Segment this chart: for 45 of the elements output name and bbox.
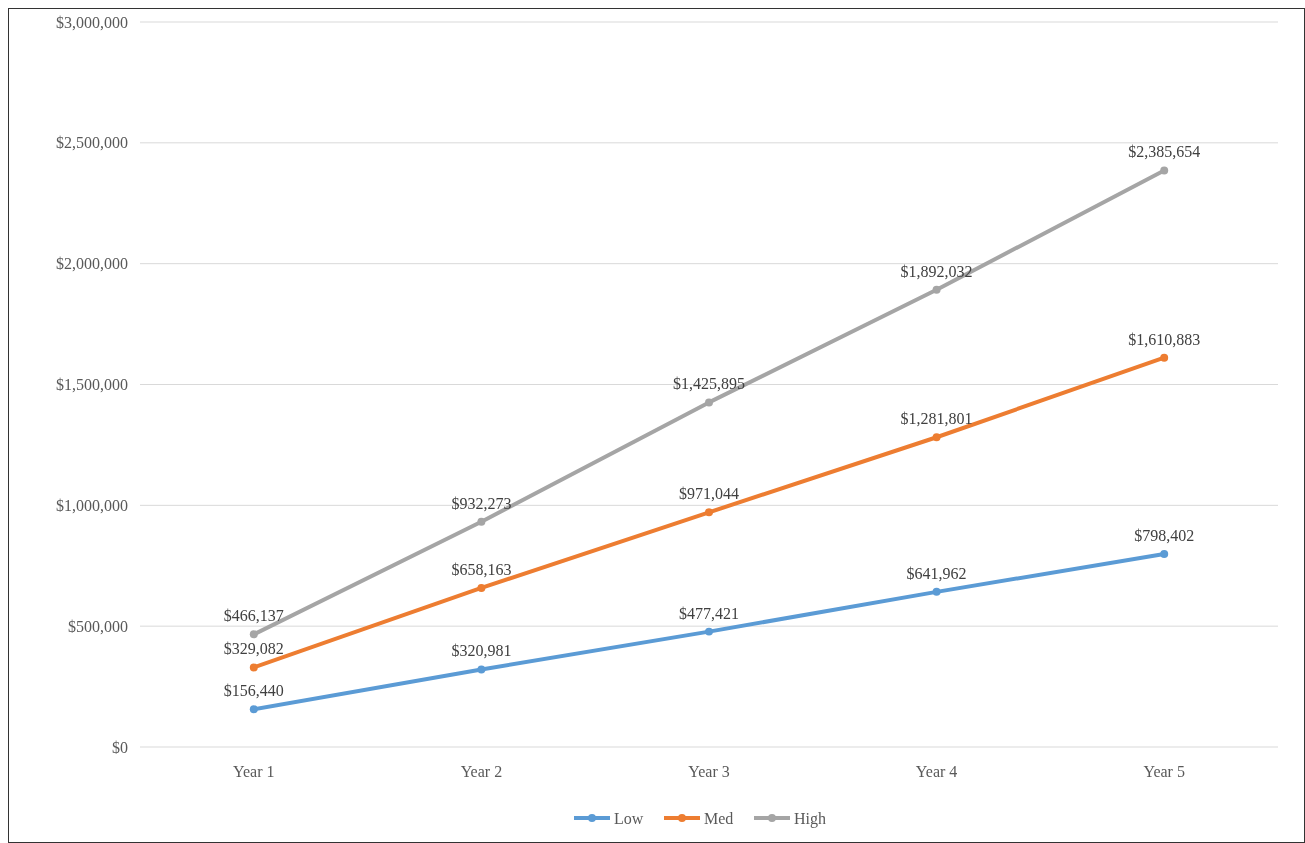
x-tick-label: Year 3 — [688, 763, 730, 780]
point — [705, 398, 713, 407]
y-tick-label: $1,500,000 — [56, 376, 128, 394]
point — [477, 665, 486, 674]
y-tick-label: $3,000,000 — [56, 13, 128, 31]
point — [1160, 550, 1169, 559]
data-label: $1,425,895 — [673, 375, 745, 393]
data-label: $477,421 — [679, 604, 739, 622]
x-tick-label: Year 1 — [233, 763, 275, 780]
point — [932, 433, 941, 442]
legend-label: Med — [704, 809, 734, 827]
y-tick-label: $0 — [112, 738, 128, 756]
data-label: $1,281,801 — [900, 410, 973, 428]
data-label: $658,163 — [451, 560, 512, 578]
point — [1160, 166, 1169, 175]
point — [932, 285, 941, 294]
x-tick-label: Year 2 — [460, 763, 503, 780]
data-label: $932,273 — [451, 494, 512, 512]
x-tick-label: Year 5 — [1143, 763, 1185, 780]
data-label: $1,892,032 — [900, 262, 973, 280]
point — [1160, 353, 1169, 362]
data-label: $320,981 — [451, 642, 512, 660]
point — [705, 627, 713, 636]
y-tick-label: $2,500,000 — [56, 134, 128, 152]
point — [249, 663, 258, 672]
point — [477, 583, 486, 592]
legend-label: High — [794, 809, 826, 828]
point — [249, 705, 258, 714]
y-tick-label: $1,000,000 — [56, 496, 128, 514]
data-label: $466,137 — [223, 607, 284, 625]
point — [932, 587, 941, 596]
point — [477, 517, 486, 526]
data-label: $641,962 — [906, 564, 967, 582]
x-tick-label: Year 4 — [915, 763, 958, 780]
data-label: $156,440 — [223, 682, 284, 700]
data-label: $2,385,654 — [1128, 143, 1201, 161]
y-tick-label: $2,000,000 — [56, 255, 128, 273]
data-label: $798,402 — [1134, 527, 1195, 545]
point — [705, 508, 713, 517]
legend-label: Low — [614, 809, 644, 827]
data-label: $971,044 — [679, 485, 739, 503]
data-label: $1,610,883 — [1128, 330, 1201, 348]
y-tick-label: $500,000 — [68, 617, 128, 635]
data-label: $329,082 — [223, 640, 284, 658]
point — [249, 630, 258, 639]
